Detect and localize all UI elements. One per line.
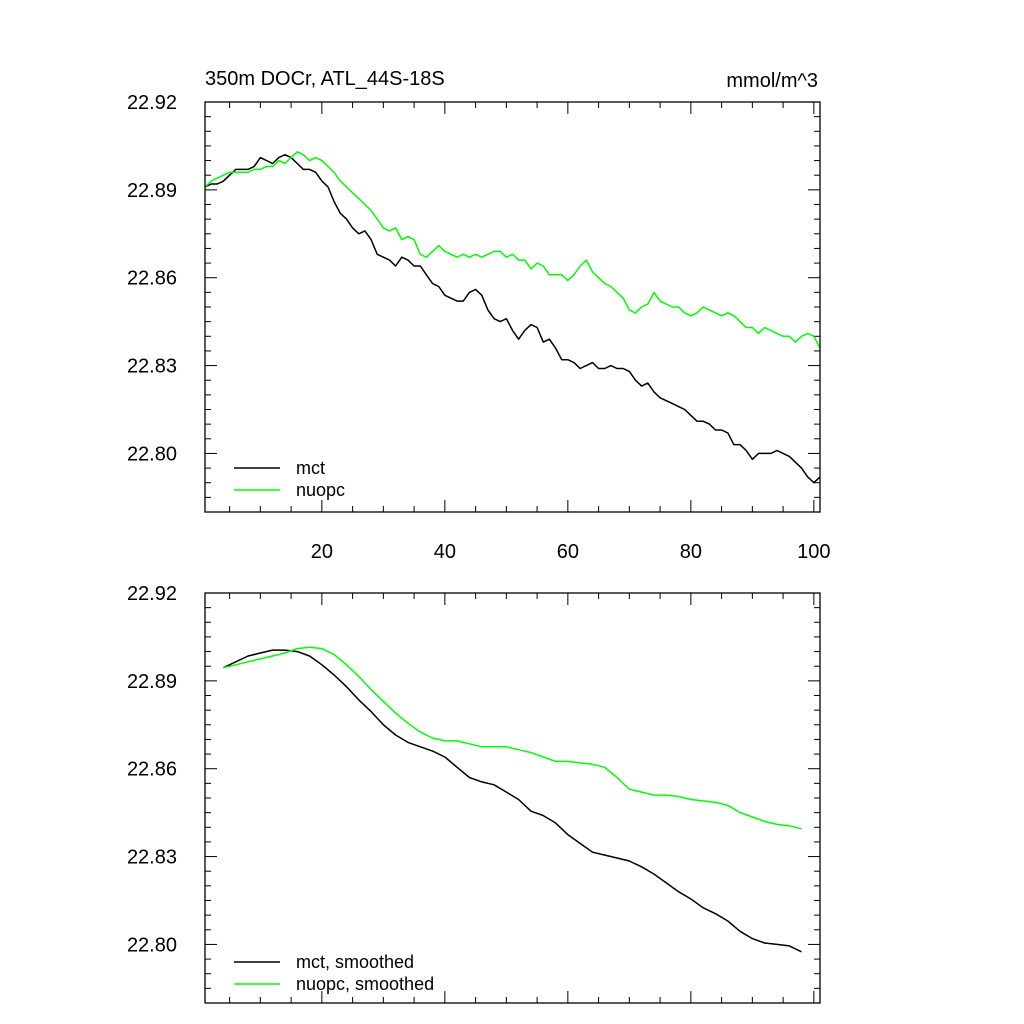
series-line-mct-smoothed bbox=[223, 649, 802, 953]
y-tick-label: 22.92 bbox=[127, 92, 177, 114]
x-tick-label: 80 bbox=[680, 541, 702, 563]
bottom-panel-series bbox=[223, 646, 802, 953]
top-panel-series bbox=[204, 151, 821, 484]
y-tick-label: 22.92 bbox=[127, 583, 177, 605]
x-tick-label: 100 bbox=[797, 541, 830, 563]
y-tick-label: 22.86 bbox=[127, 759, 177, 781]
legend-label: mct bbox=[296, 458, 325, 478]
legend-label: mct, smoothed bbox=[296, 952, 414, 972]
x-tick-label: 20 bbox=[311, 541, 333, 563]
units-label: mmol/m^3 bbox=[726, 70, 818, 92]
y-tick-label: 22.89 bbox=[127, 671, 177, 693]
top-panel-ticks bbox=[205, 101, 820, 513]
top-panel: 350m DOCr, ATL_44S-18S mmol/m^3 22.8022.… bbox=[127, 68, 831, 563]
series-line-nuopc bbox=[204, 151, 821, 349]
legend-label: nuopc bbox=[296, 480, 345, 500]
series-line-nuopc-smoothed bbox=[223, 646, 802, 830]
chart-title: 350m DOCr, ATL_44S-18S bbox=[205, 68, 445, 90]
y-tick-label: 22.83 bbox=[127, 847, 177, 869]
y-tick-label: 22.80 bbox=[127, 934, 177, 956]
top-panel-tick-labels: 22.80 22.83 22.86 22.89 22.92 20 40 60 80 100 bbox=[127, 92, 831, 563]
series-line-mct bbox=[204, 153, 821, 484]
legend-label: nuopc, smoothed bbox=[296, 974, 434, 994]
bottom-panel-frame bbox=[204, 592, 821, 1004]
bottom-panel: 22.80 22.83 22.86 22.89 22.92 mct, smoothedn… bbox=[127, 583, 821, 1004]
bottom-panel-ticks bbox=[205, 592, 820, 1004]
x-tick-label: 60 bbox=[557, 541, 579, 563]
bottom-panel-tick-labels: 22.80 22.83 22.86 22.89 22.92 bbox=[127, 583, 177, 956]
y-tick-label: 22.80 bbox=[127, 443, 177, 465]
x-tick-label: 40 bbox=[434, 541, 456, 563]
y-tick-label: 22.86 bbox=[127, 268, 177, 290]
y-tick-label: 22.83 bbox=[127, 356, 177, 378]
top-panel-frame bbox=[204, 101, 821, 513]
y-tick-label: 22.89 bbox=[127, 180, 177, 202]
